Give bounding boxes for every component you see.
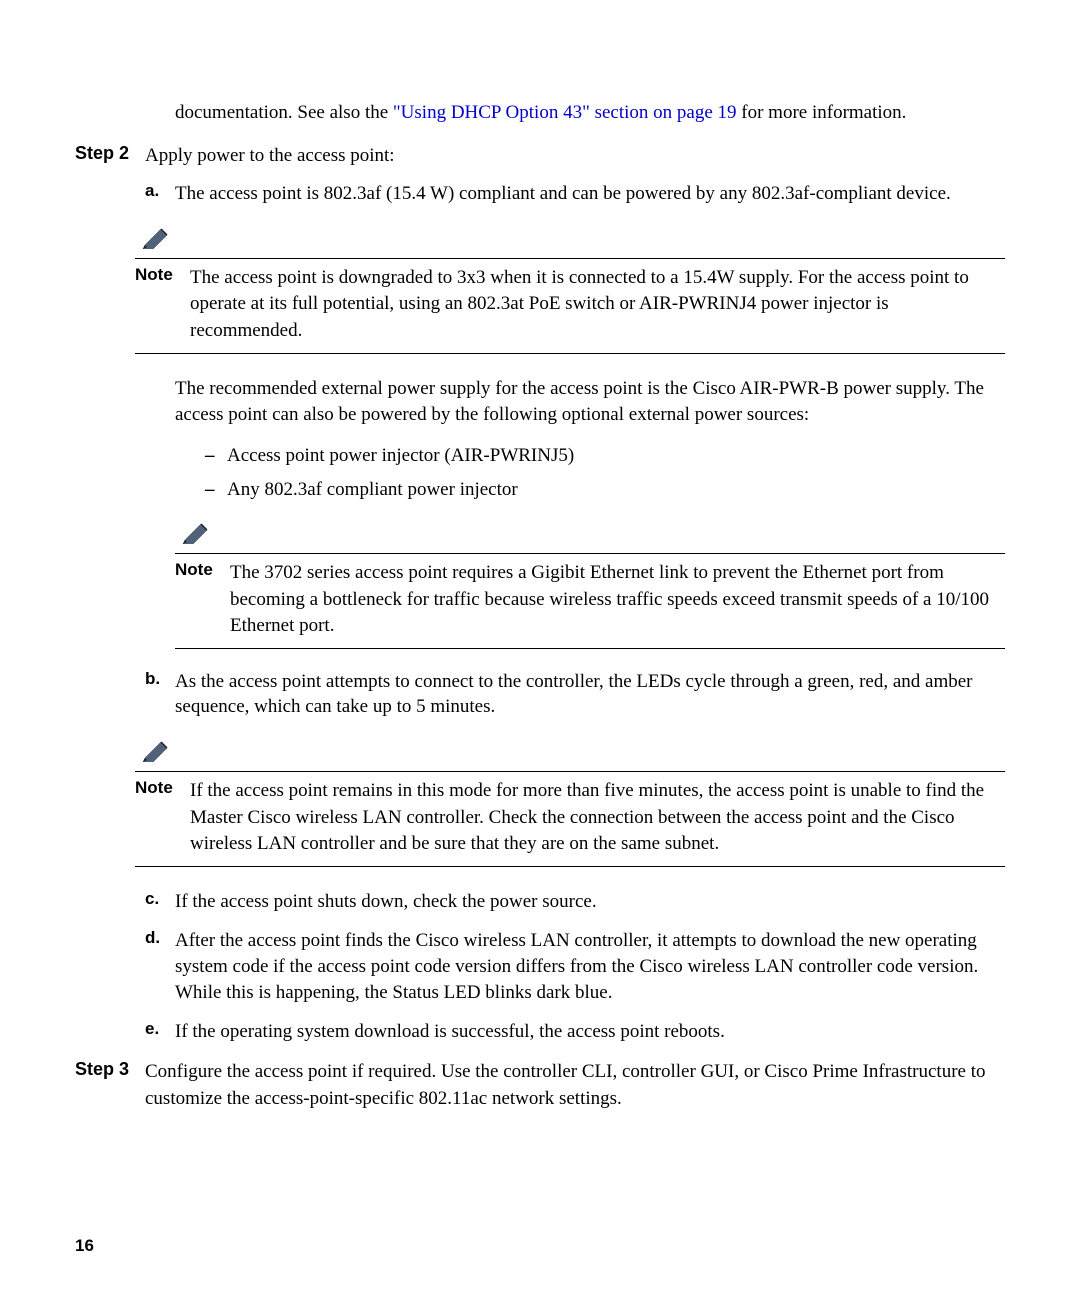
step-2-item-e: e. If the operating system download is s… — [145, 1019, 1005, 1045]
step-2-row: Step 2 Apply power to the access point: — [75, 143, 1005, 170]
note-3-label: Note — [135, 778, 190, 798]
dash-list: – Access point power injector (AIR-PWRIN… — [205, 443, 1005, 504]
intro-paragraph: documentation. See also the "Using DHCP … — [175, 100, 1005, 127]
item-a-letter: a. — [145, 181, 175, 201]
step-2-item-a: a. The access point is 802.3af (15.4 W) … — [145, 181, 1005, 207]
power-supply-paragraph: The recommended external power supply fo… — [175, 376, 1005, 429]
item-b-letter: b. — [145, 669, 175, 689]
dash-1-text: Access point power injector (AIR-PWRINJ5… — [227, 443, 574, 470]
step-2-item-c: c. If the access point shuts down, check… — [145, 889, 1005, 915]
dhcp-link[interactable]: "Using DHCP Option 43" section on page 1… — [393, 102, 737, 123]
page-number: 16 — [75, 1236, 94, 1256]
step-3-label: Step 3 — [75, 1059, 145, 1080]
dash-2-text: Any 802.3af compliant power injector — [227, 477, 518, 504]
dash-2: – — [205, 477, 227, 504]
step-2-text: Apply power to the access point: — [145, 143, 1005, 170]
step-3-row: Step 3 Configure the access point if req… — [75, 1059, 1005, 1112]
note-1-label: Note — [135, 265, 190, 285]
intro-text-before: documentation. See also the — [175, 102, 393, 123]
note-2-text: The 3702 series access point requires a … — [230, 560, 1005, 640]
item-e-text: If the operating system download is succ… — [175, 1019, 1005, 1045]
note-1-text: The access point is downgraded to 3x3 wh… — [190, 265, 1005, 345]
item-b-text: As the access point attempts to connect … — [175, 669, 1005, 720]
step-2-item-b: b. As the access point attempts to conne… — [145, 669, 1005, 720]
item-d-text: After the access point finds the Cisco w… — [175, 928, 1005, 1005]
pencil-icon — [141, 740, 171, 762]
item-d-letter: d. — [145, 928, 175, 948]
dash-item-2: – Any 802.3af compliant power injector — [205, 477, 1005, 504]
dash-1: – — [205, 443, 227, 470]
item-a-text: The access point is 802.3af (15.4 W) com… — [175, 181, 1005, 207]
note-2-label: Note — [175, 560, 230, 580]
dash-item-1: – Access point power injector (AIR-PWRIN… — [205, 443, 1005, 470]
note-1-container: Note The access point is downgraded to 3… — [135, 227, 1005, 354]
pencil-icon — [141, 227, 171, 249]
note-3-container: Note If the access point remains in this… — [135, 740, 1005, 867]
note-2-container: Note The 3702 series access point requir… — [175, 522, 1005, 649]
item-e-letter: e. — [145, 1019, 175, 1039]
item-c-text: If the access point shuts down, check th… — [175, 889, 1005, 915]
intro-text-after: for more information. — [737, 102, 907, 123]
step-3-text: Configure the access point if required. … — [145, 1059, 1005, 1112]
note-3-text: If the access point remains in this mode… — [190, 778, 1005, 858]
pencil-icon — [181, 522, 211, 544]
item-c-letter: c. — [145, 889, 175, 909]
step-2-label: Step 2 — [75, 143, 145, 164]
step-2-item-d: d. After the access point finds the Cisc… — [145, 928, 1005, 1005]
